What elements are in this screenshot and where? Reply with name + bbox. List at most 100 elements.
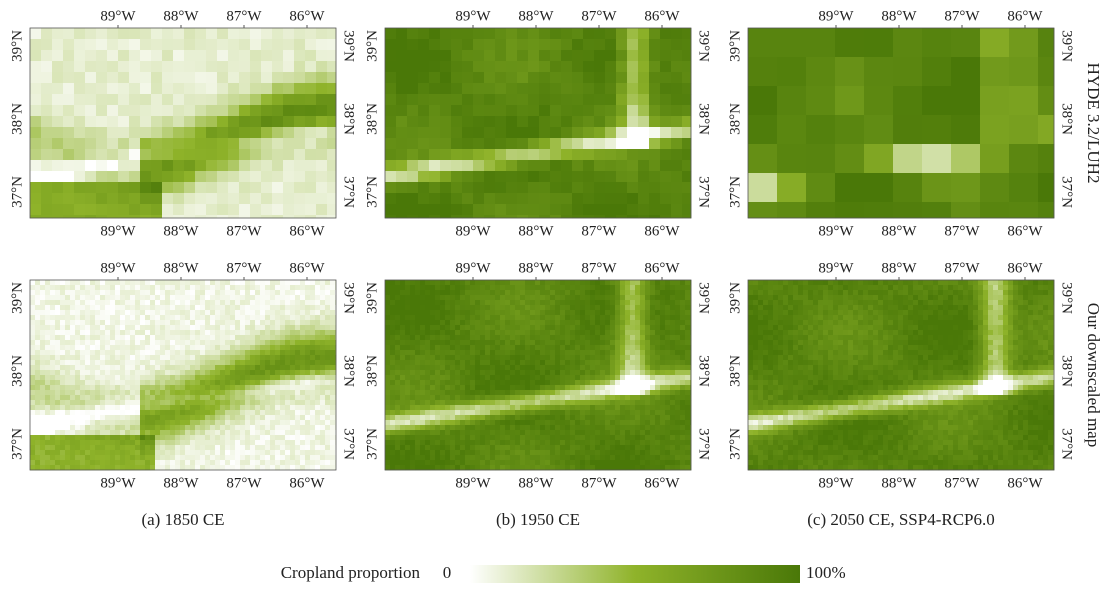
colorbar-max: 100% (806, 563, 846, 582)
lon-tick-label: 87°W (226, 260, 262, 276)
map-frame (29, 279, 337, 471)
lat-tick-label: 37°N (727, 176, 743, 208)
lon-tick-label: 87°W (944, 475, 980, 491)
lon-tick-label: 87°W (581, 260, 617, 276)
lon-tick-label: 88°W (518, 8, 554, 24)
lat-tick-label: 39°N (341, 282, 357, 314)
lon-tick-label: 86°W (644, 260, 680, 276)
lat-tick-label: 37°N (9, 428, 25, 460)
column-caption: (c) 2050 CE, SSP4-RCP6.0 (807, 510, 995, 529)
lon-tick-label: 87°W (581, 223, 617, 239)
lon-tick-label: 87°W (944, 8, 980, 24)
lat-tick-label: 39°N (341, 30, 357, 62)
row-label: Our downscaled map (1084, 303, 1103, 447)
lat-tick-label: 39°N (364, 30, 380, 62)
lat-tick-label: 37°N (696, 428, 712, 460)
lon-tick-label: 87°W (944, 223, 980, 239)
lat-tick-label: 37°N (341, 428, 357, 460)
lon-tick-label: 88°W (518, 475, 554, 491)
lat-tick-label: 37°N (341, 176, 357, 208)
lon-tick-label: 89°W (100, 223, 136, 239)
lon-tick-label: 89°W (818, 260, 854, 276)
lon-tick-label: 89°W (455, 8, 491, 24)
map-frame (747, 27, 1055, 219)
colorbar (470, 565, 800, 583)
map-frame (29, 27, 337, 219)
lat-tick-label: 37°N (364, 176, 380, 208)
lat-tick-label: 39°N (727, 30, 743, 62)
lat-tick-label: 39°N (696, 30, 712, 62)
lat-tick-label: 38°N (9, 355, 25, 387)
lon-tick-label: 89°W (100, 8, 136, 24)
lat-tick-label: 39°N (696, 282, 712, 314)
colorbar-min: 0 (443, 563, 452, 582)
lon-tick-label: 87°W (226, 8, 262, 24)
lon-tick-label: 87°W (581, 475, 617, 491)
lon-tick-label: 87°W (944, 260, 980, 276)
lon-tick-label: 86°W (644, 475, 680, 491)
lon-tick-label: 86°W (1007, 260, 1043, 276)
lat-tick-label: 38°N (364, 355, 380, 387)
lon-tick-label: 89°W (455, 223, 491, 239)
lon-tick-label: 88°W (518, 260, 554, 276)
lon-tick-label: 86°W (1007, 475, 1043, 491)
lon-tick-label: 88°W (518, 223, 554, 239)
lon-tick-label: 86°W (644, 8, 680, 24)
lon-tick-label: 89°W (455, 260, 491, 276)
lat-tick-label: 37°N (696, 176, 712, 208)
colorbar-label: Cropland proportion (281, 563, 421, 582)
map-panel (30, 280, 337, 471)
lon-tick-label: 89°W (818, 475, 854, 491)
lon-tick-label: 86°W (289, 260, 325, 276)
lat-tick-label: 39°N (9, 30, 25, 62)
column-caption: (b) 1950 CE (496, 510, 580, 529)
lat-tick-label: 39°N (727, 282, 743, 314)
lon-tick-label: 89°W (100, 475, 136, 491)
lon-tick-label: 87°W (226, 223, 262, 239)
lat-tick-label: 39°N (1059, 30, 1075, 62)
lon-tick-label: 86°W (1007, 223, 1043, 239)
map-frame (747, 279, 1055, 471)
lat-tick-label: 37°N (9, 176, 25, 208)
lat-tick-label: 38°N (1059, 103, 1075, 135)
lon-tick-label: 88°W (881, 260, 917, 276)
row-label: HYDE 3.2/LUH2 (1084, 63, 1103, 184)
lat-tick-label: 38°N (727, 355, 743, 387)
lat-tick-label: 38°N (696, 355, 712, 387)
map-panel (30, 28, 337, 219)
lat-tick-label: 37°N (727, 428, 743, 460)
lon-tick-label: 88°W (163, 223, 199, 239)
lat-tick-label: 37°N (1059, 428, 1075, 460)
lat-tick-label: 38°N (341, 103, 357, 135)
map-panel (748, 28, 1055, 219)
lon-tick-label: 89°W (455, 475, 491, 491)
lon-tick-label: 87°W (226, 475, 262, 491)
lon-tick-label: 88°W (881, 8, 917, 24)
map-frame (384, 27, 692, 219)
column-caption: (a) 1850 CE (141, 510, 224, 529)
lat-tick-label: 39°N (364, 282, 380, 314)
lat-tick-label: 38°N (341, 355, 357, 387)
lat-tick-label: 37°N (364, 428, 380, 460)
lon-tick-label: 86°W (644, 223, 680, 239)
lon-tick-label: 86°W (289, 475, 325, 491)
lon-tick-label: 88°W (163, 260, 199, 276)
lon-tick-label: 89°W (818, 223, 854, 239)
map-panel (385, 28, 692, 219)
lon-tick-label: 88°W (881, 475, 917, 491)
lon-tick-label: 86°W (289, 8, 325, 24)
lon-tick-label: 88°W (163, 8, 199, 24)
lon-tick-label: 86°W (289, 223, 325, 239)
map-frame (384, 279, 692, 471)
lat-tick-label: 38°N (696, 103, 712, 135)
lat-tick-label: 38°N (1059, 355, 1075, 387)
lat-tick-label: 38°N (727, 103, 743, 135)
lon-tick-label: 89°W (818, 8, 854, 24)
lat-tick-label: 38°N (364, 103, 380, 135)
map-panel (385, 280, 692, 471)
lat-tick-label: 38°N (9, 103, 25, 135)
lon-tick-label: 88°W (163, 475, 199, 491)
map-panel (748, 280, 1055, 471)
